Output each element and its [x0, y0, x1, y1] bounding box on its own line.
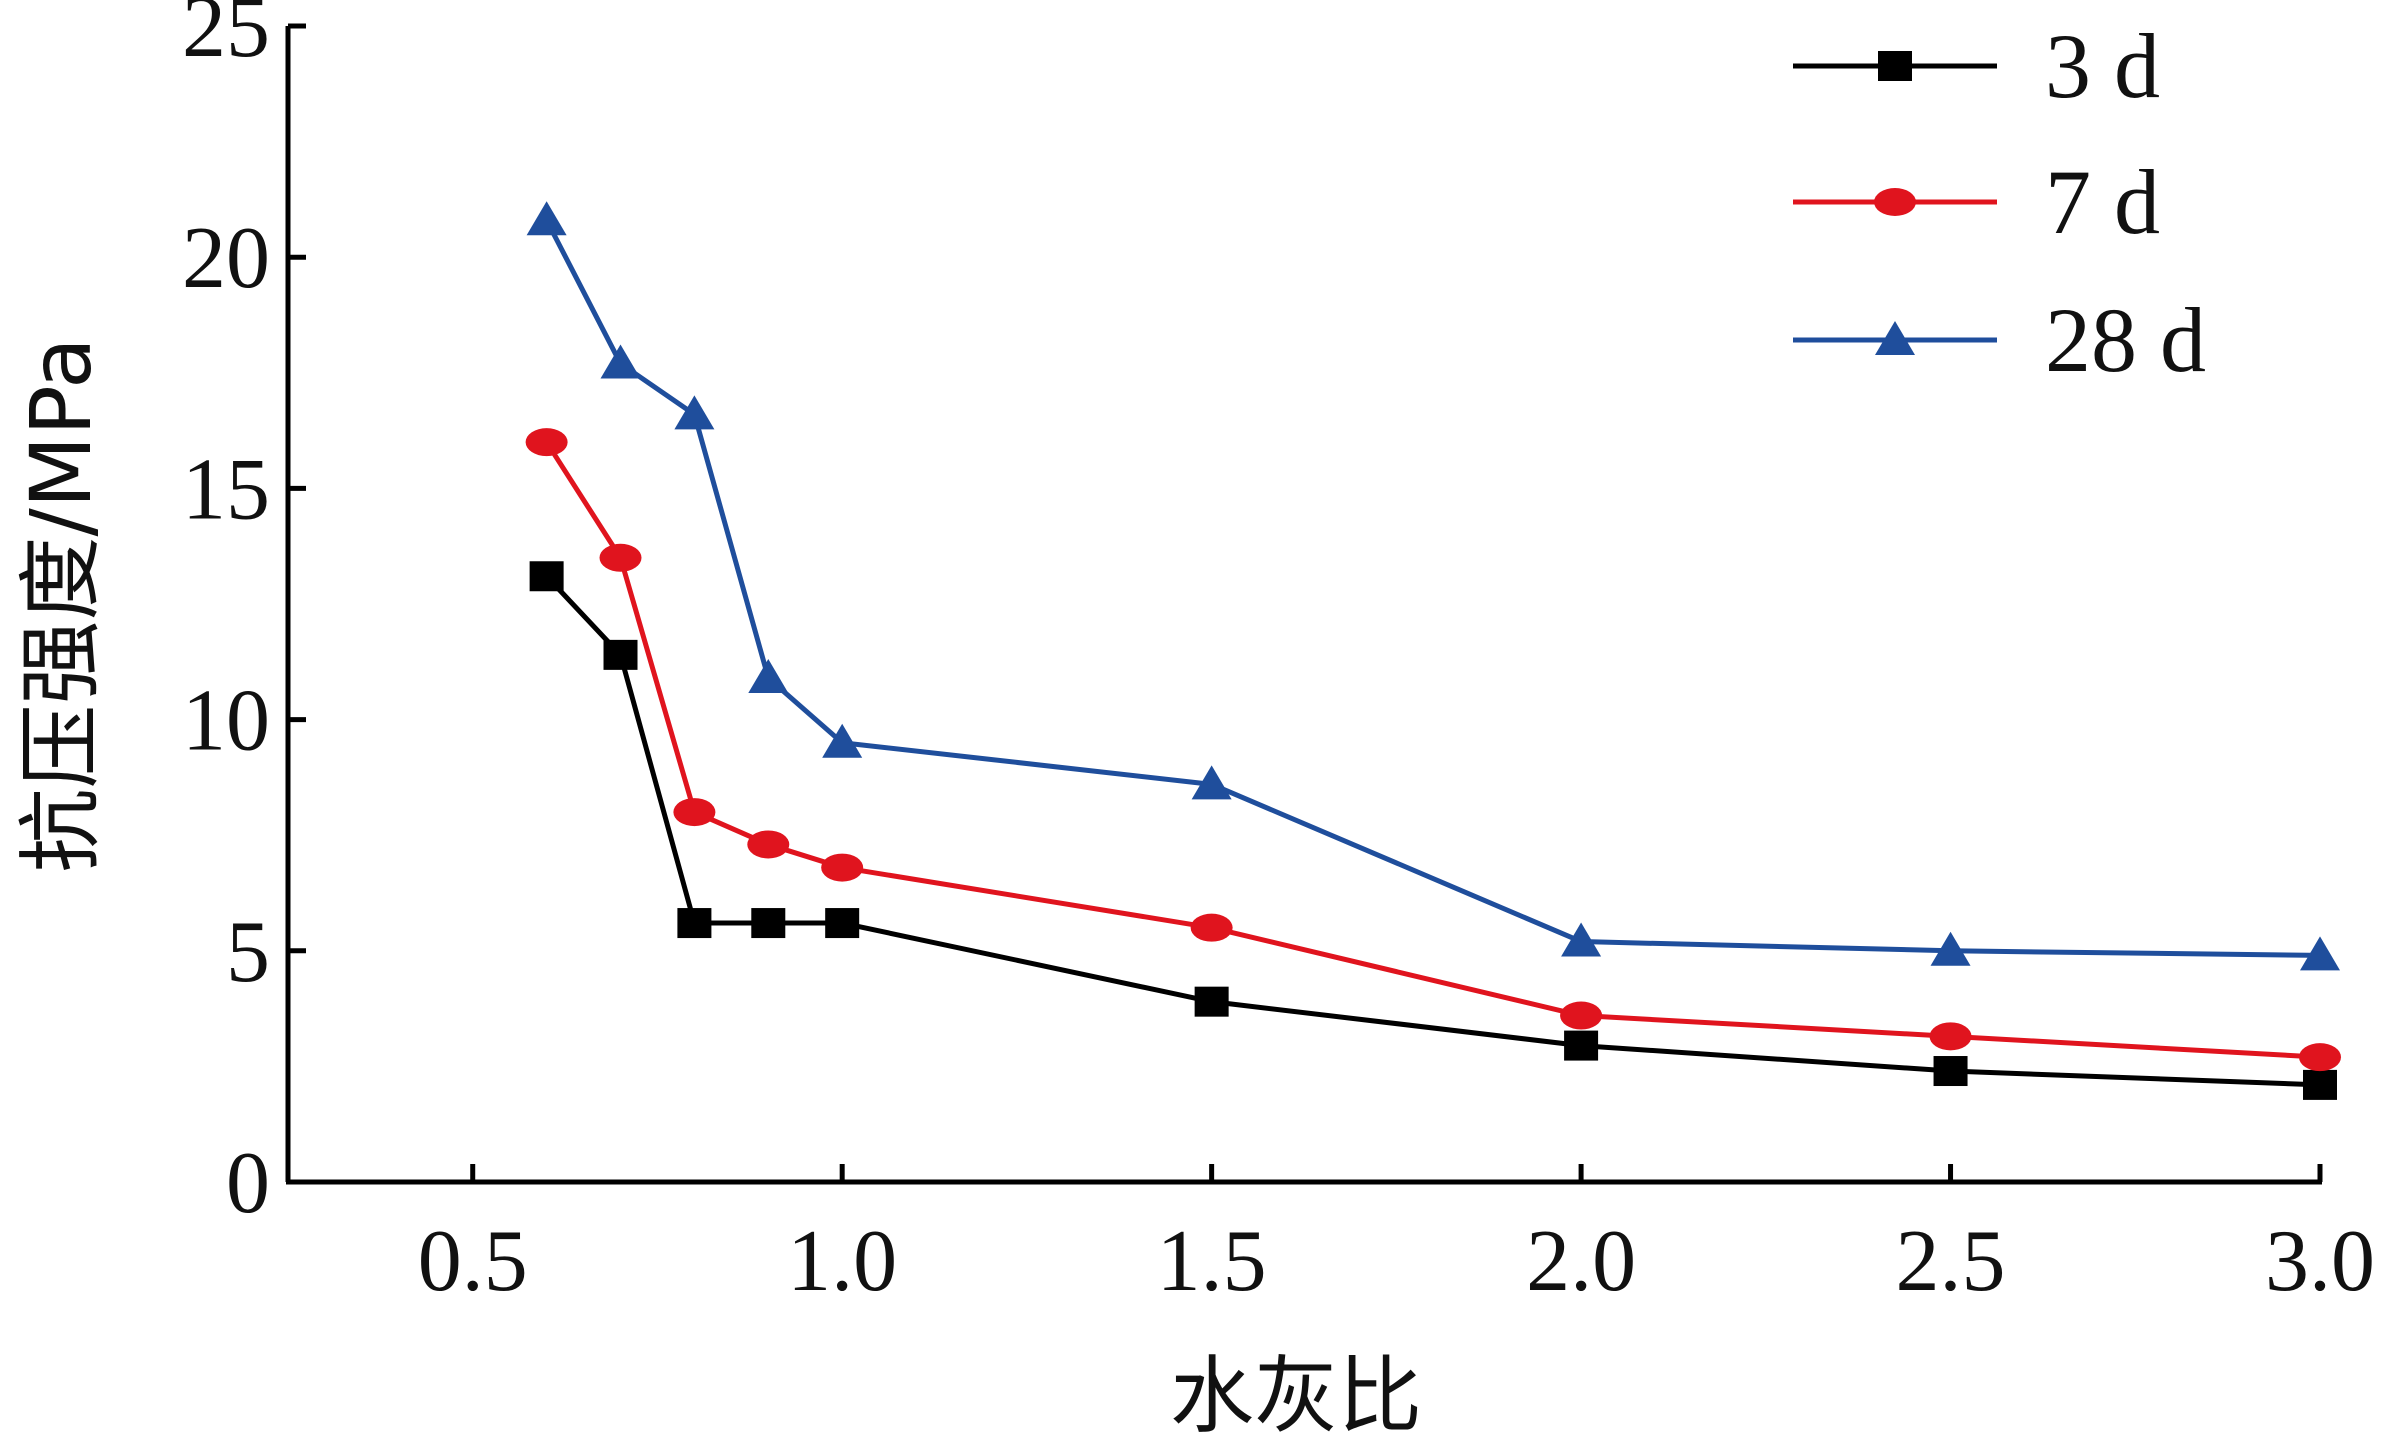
legend-marker-28d [1875, 321, 1915, 355]
legend-marker-7d [1874, 188, 1916, 216]
x-tick-label: 0.5 [418, 1213, 528, 1310]
y-ticks: 0 5 10 15 20 25 [182, 0, 306, 1232]
legend: 3 d 7 d 28 d [1793, 15, 2206, 391]
series-3d [529, 561, 2337, 1100]
series-line-7d [544, 440, 2321, 1060]
plot-series [525, 201, 2341, 1100]
data-point-28d [600, 344, 641, 379]
legend-marker-3d [1878, 51, 1912, 81]
y-tick-label: 5 [226, 904, 270, 1001]
legend-item-28d: 28 d [1793, 289, 2206, 391]
data-point-3d [529, 561, 564, 592]
data-point-28d [748, 658, 789, 693]
series-line-3d [544, 574, 2321, 1088]
data-point-3d [1194, 986, 1229, 1017]
data-point-7d [1929, 1022, 1972, 1051]
data-point-28d [1561, 922, 1602, 957]
data-point-28d [674, 395, 715, 430]
y-tick-label: 15 [182, 441, 270, 538]
data-point-28d [1191, 765, 1232, 800]
data-point-7d [599, 543, 642, 572]
x-axis-title: 水灰比 [1170, 1347, 1422, 1442]
data-point-28d [1930, 931, 1971, 966]
data-point-28d [822, 723, 863, 758]
x-tick-label: 2.0 [1526, 1213, 1636, 1310]
data-point-3d [1933, 1056, 1968, 1087]
legend-item-3d: 3 d [1793, 15, 2160, 117]
data-point-28d [2300, 936, 2340, 971]
data-point-7d [747, 830, 790, 859]
y-tick-label: 25 [182, 0, 270, 76]
data-point-3d [751, 908, 786, 939]
y-tick-label: 0 [226, 1135, 270, 1232]
data-point-3d [1564, 1030, 1599, 1061]
data-point-3d [603, 639, 638, 670]
data-point-7d [525, 428, 568, 457]
legend-label-7d: 7 d [2045, 151, 2160, 253]
legend-label-3d: 3 d [2045, 15, 2160, 117]
data-point-7d [673, 798, 716, 827]
data-point-28d [526, 201, 567, 236]
x-tick-label: 2.5 [1896, 1213, 2006, 1310]
axes [285, 26, 2322, 1185]
y-tick-label: 10 [182, 673, 270, 770]
x-tick-label: 1.5 [1157, 1213, 1267, 1310]
x-tick-label: 1.0 [787, 1213, 897, 1310]
legend-item-7d: 7 d [1793, 151, 2160, 253]
y-axis-title: 抗压强度/MPa [12, 337, 110, 872]
legend-label-28d: 28 d [2045, 289, 2206, 391]
x-tick-label: 3.0 [2265, 1213, 2375, 1310]
data-point-3d [677, 908, 712, 939]
data-point-7d [1190, 913, 1233, 942]
data-point-3d [825, 908, 860, 939]
x-ticks: 0.5 1.0 1.5 2.0 2.5 3.0 [418, 1164, 2375, 1310]
data-point-7d [821, 853, 864, 882]
data-point-7d [1560, 1001, 1603, 1030]
series-28d [526, 201, 2340, 971]
series-7d [525, 428, 2341, 1072]
data-point-7d [2299, 1043, 2341, 1072]
y-tick-label: 20 [182, 210, 270, 307]
data-point-3d [2303, 1069, 2337, 1100]
